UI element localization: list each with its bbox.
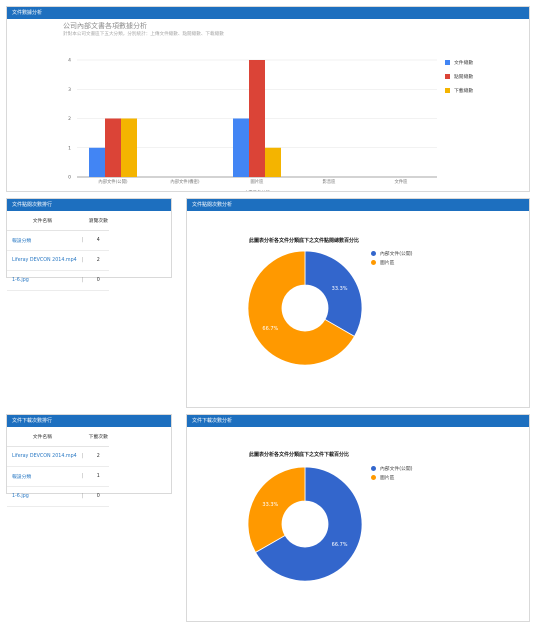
download-donut-title: 此圖表分析各文件分類底下之文件下載百分比: [249, 452, 350, 458]
download-rank-table: 文件名稱 下載次數 Liferay DEVCON 2014.mp4 | 2 報設…: [7, 427, 109, 507]
legend-swatch: [445, 73, 450, 79]
view-count: 0: [87, 270, 109, 291]
download-chart-panel: 文件下載次數分析 此圖表分析各文件分類底下之文件下載百分比 66.7% 33.3%…: [186, 414, 530, 622]
bar: [105, 118, 121, 177]
x-axis-label: 文書區各分類: [244, 189, 270, 191]
view-chart-header: 文件點閱次數分析: [187, 199, 529, 211]
separator: |: [77, 446, 88, 467]
download-rank-panel: 文件下載次數排行 文件名稱 下載次數 Liferay DEVCON 2014.m…: [6, 414, 172, 507]
file-link[interactable]: 1-6.jpg: [7, 270, 78, 291]
file-link[interactable]: 1-6.jpg: [7, 486, 78, 507]
legend-label: 內部文件(公開): [380, 252, 413, 257]
y-tick-label: 4: [68, 58, 71, 64]
download-count: 2: [87, 446, 109, 467]
file-link[interactable]: 報設分類: [7, 466, 78, 487]
separator: |: [77, 250, 88, 271]
x-tick-label: 圖片區: [251, 178, 265, 185]
legend-label: 文件總數: [454, 60, 474, 66]
view-count: 2: [87, 250, 109, 271]
donut-slice: [255, 466, 363, 582]
bar-chart-title: 公司內部文書各項數據分析: [63, 22, 147, 30]
legend-swatch: [445, 87, 450, 93]
legend-label: 點閱總數: [454, 74, 474, 80]
view-donut-legend: 內部文件(公開) 圖片區: [371, 249, 413, 267]
separator: |: [77, 486, 88, 507]
table-row: 1-6.jpg | 0: [7, 270, 109, 291]
legend-label: 圖片區: [380, 476, 395, 481]
legend-label: 下載總數: [454, 88, 474, 94]
legend-swatch: [371, 466, 376, 471]
slice-label: 33.3%: [332, 286, 348, 292]
donut-slice: [247, 250, 355, 366]
bar-chart-subtitle: 針對本公司文書區下五大分類，分別統計：上傳文件總數、點閱總數、下載總數: [63, 32, 224, 37]
download-count: 1: [87, 466, 109, 487]
legend-item: 下載總數: [445, 83, 473, 97]
y-tick-label: 0: [68, 175, 71, 181]
download-chart-header: 文件下載次數分析: [187, 415, 529, 427]
x-tick-label: 內部文件(公開): [98, 178, 127, 185]
download-donut-legend: 內部文件(公開) 圖片區: [371, 464, 413, 482]
slice-label: 66.7%: [262, 326, 278, 332]
file-link[interactable]: Liferay DEVCON 2014.mp4: [7, 250, 78, 271]
table-row: Liferay DEVCON 2014.mp4 | 2: [7, 446, 109, 467]
legend-item: 內部文件(公開): [371, 249, 413, 258]
y-tick-label: 1: [68, 145, 71, 151]
file-link[interactable]: 報設分類: [7, 230, 78, 251]
view-rank-panel: 文件點閱次數排行 文件名稱 瀏覽次數 報設分類 | 4 Liferay DEVC…: [6, 198, 172, 291]
view-donut-chart: 33.3% 66.7%: [247, 250, 363, 366]
legend-swatch: [445, 59, 450, 65]
download-count: 0: [87, 486, 109, 507]
legend-label: 圖片區: [380, 261, 395, 266]
x-tick-label: 文件區: [395, 178, 409, 185]
download-donut-chart: 66.7% 33.3%: [247, 466, 363, 582]
bar-chart: 0 1 2 3 4 內部文件(公開) 內部文件(機密) 圖片區 影音區 文件區文書區各分類: [68, 58, 437, 191]
bar: [121, 118, 137, 177]
table-row: 1-6.jpg | 0: [7, 486, 109, 507]
donut-slice: [247, 466, 306, 553]
table-row: 報設分類 | 1: [7, 466, 109, 487]
slice-label: 66.7%: [332, 542, 348, 548]
table-row: 報設分類 | 4: [7, 230, 109, 251]
legend-item: 內部文件(公開): [371, 464, 413, 473]
column-header-views: 瀏覽次數: [87, 211, 109, 231]
separator: |: [77, 230, 88, 251]
column-header-filename: 文件名稱: [7, 427, 78, 447]
overview-panel-header: 文件數據分析: [7, 7, 529, 19]
donut-slice: [304, 250, 363, 337]
bar: [249, 60, 265, 177]
legend-item: 圖片區: [371, 258, 413, 267]
y-tick-label: 2: [68, 116, 71, 122]
view-donut-title: 此圖表分析各文件分類底下之文件點閱總數百分比: [249, 238, 360, 244]
column-header-filename: 文件名稱: [7, 211, 78, 231]
legend-swatch: [371, 260, 376, 265]
legend-label: 內部文件(公開): [380, 467, 413, 472]
overview-panel: 文件數據分析 公司內部文書各項數據分析 針對本公司文書區下五大分類，分別統計：上…: [6, 6, 530, 192]
legend-item: 圖片區: [371, 473, 413, 482]
overview-chart-area: 公司內部文書各項數據分析 針對本公司文書區下五大分類，分別統計：上傳文件總數、點…: [7, 19, 529, 191]
column-header-downloads: 下載次數: [87, 427, 109, 447]
download-rank-header: 文件下載次數排行: [7, 415, 171, 427]
x-tick-label: 影音區: [323, 178, 337, 185]
legend-item: 文件總數: [445, 55, 473, 69]
legend-swatch: [371, 251, 376, 256]
view-count: 4: [87, 230, 109, 251]
bar: [233, 118, 249, 177]
view-rank-table: 文件名稱 瀏覽次數 報設分類 | 4 Liferay DEVCON 2014.m…: [7, 211, 109, 291]
file-link[interactable]: Liferay DEVCON 2014.mp4: [7, 446, 78, 467]
legend-swatch: [371, 475, 376, 480]
separator: |: [77, 466, 88, 487]
bar: [89, 147, 105, 177]
separator: |: [77, 270, 88, 291]
bar: [265, 147, 281, 177]
x-tick-label: 內部文件(機密): [170, 178, 199, 185]
table-row: Liferay DEVCON 2014.mp4 | 2: [7, 250, 109, 271]
legend-item: 點閱總數: [445, 69, 473, 83]
bar-chart-legend: 文件總數點閱總數下載總數: [445, 55, 473, 97]
slice-label: 33.3%: [262, 502, 278, 508]
y-tick-label: 3: [68, 87, 71, 93]
view-chart-panel: 文件點閱次數分析 此圖表分析各文件分類底下之文件點閱總數百分比 33.3% 66.…: [186, 198, 530, 408]
view-rank-header: 文件點閱次數排行: [7, 199, 171, 211]
